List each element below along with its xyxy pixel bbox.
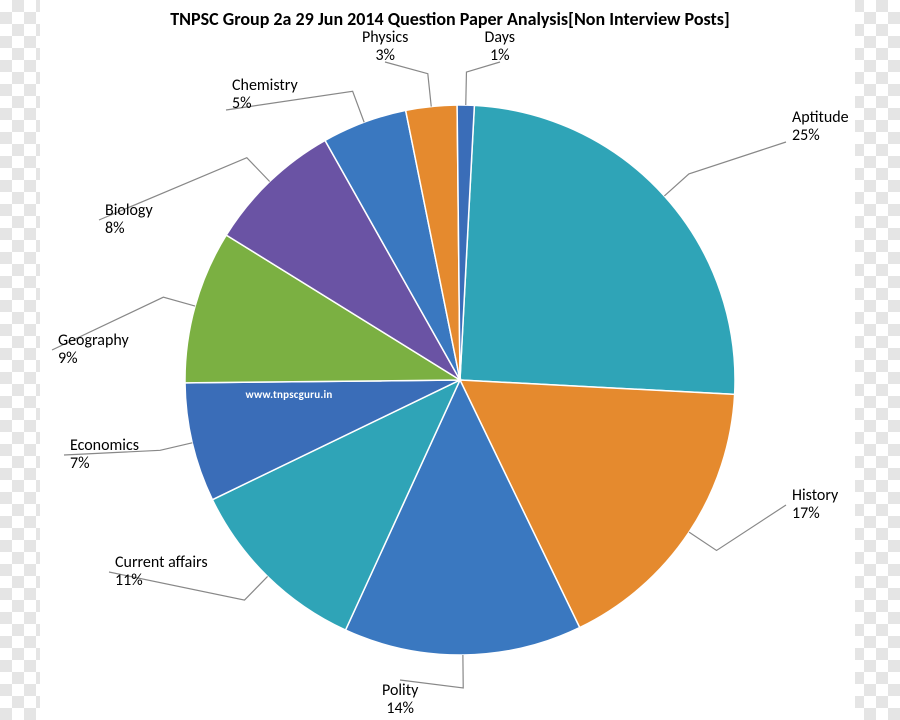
pie-chart <box>0 0 900 720</box>
slice-label-aptitude: Aptitude25% <box>792 109 849 146</box>
slice-label-percent: 11% <box>115 572 208 590</box>
slice-label-percent: 17% <box>792 505 838 523</box>
slice-label-name: Polity <box>382 682 418 700</box>
watermark-text: www.tnpscguru.in <box>246 388 333 401</box>
slice-label-economics: Economics7% <box>70 437 139 474</box>
slice-label-percent: 8% <box>105 220 153 238</box>
slice-label-percent: 5% <box>232 95 298 113</box>
slice-label-physics: Physics3% <box>362 29 408 66</box>
slice-label-percent: 25% <box>792 127 849 145</box>
slice-aptitude <box>460 105 735 394</box>
slice-label-chemistry: Chemistry5% <box>232 77 298 114</box>
slice-label-name: Aptitude <box>792 109 849 127</box>
slice-label-percent: 7% <box>70 455 139 473</box>
slice-label-name: Economics <box>70 437 139 455</box>
slice-label-name: Physics <box>362 29 408 47</box>
slice-label-days: Days1% <box>485 29 516 66</box>
slice-label-name: Current affairs <box>115 554 208 572</box>
chart-title: TNPSC Group 2a 29 Jun 2014 Question Pape… <box>0 8 900 30</box>
slice-label-percent: 1% <box>485 47 516 65</box>
slice-label-percent: 9% <box>58 350 129 368</box>
slice-label-name: Chemistry <box>232 77 298 95</box>
slice-label-current-affairs: Current affairs11% <box>115 554 208 591</box>
slice-label-name: Geography <box>58 332 129 350</box>
slice-label-geography: Geography9% <box>58 332 129 369</box>
slice-label-polity: Polity14% <box>382 682 418 719</box>
slice-label-history: History17% <box>792 487 838 524</box>
slice-label-biology: Biology8% <box>105 202 153 239</box>
slice-label-percent: 14% <box>382 700 418 718</box>
slice-label-name: Biology <box>105 202 153 220</box>
slice-label-percent: 3% <box>362 47 408 65</box>
slice-label-name: Days <box>485 29 516 47</box>
slice-label-name: History <box>792 487 838 505</box>
